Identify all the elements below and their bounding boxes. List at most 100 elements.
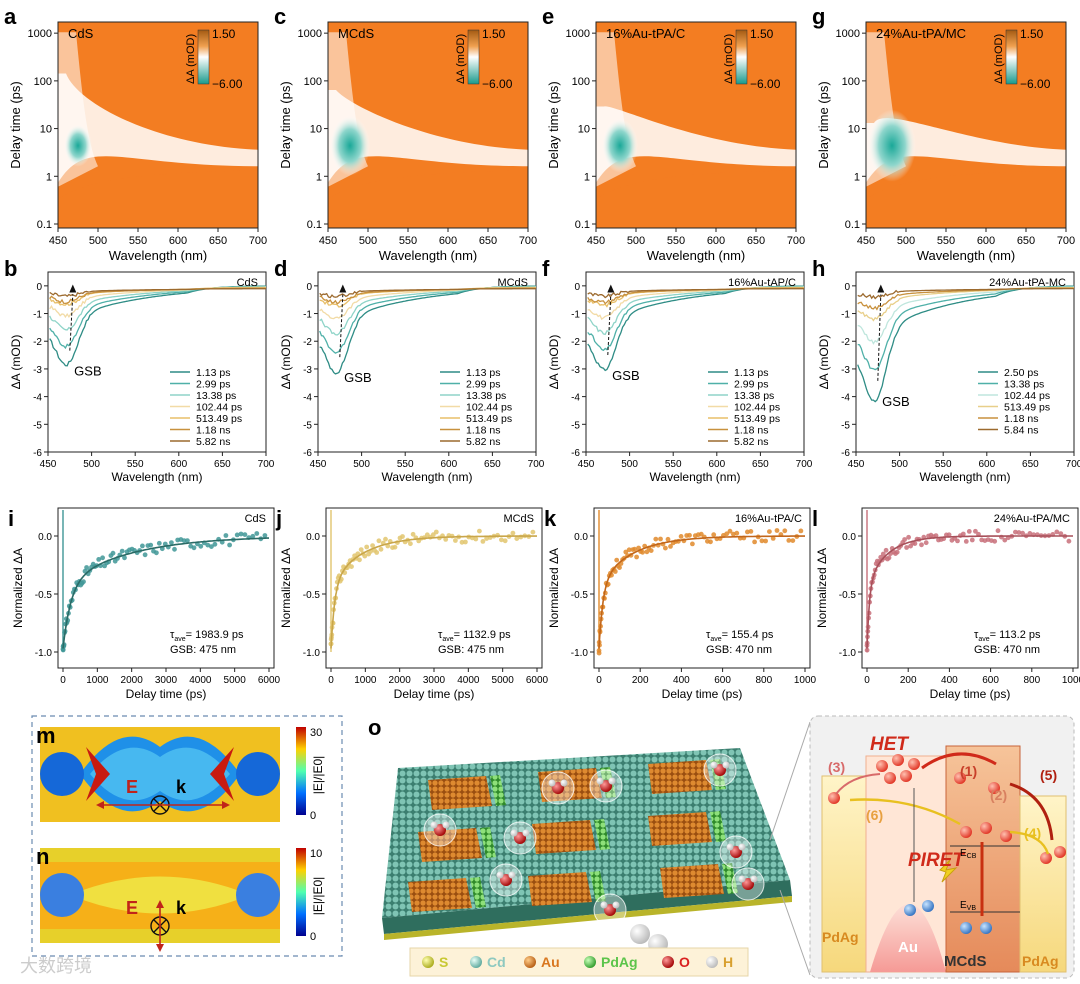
y-axis-label: ΔA (mOD) <box>817 335 831 390</box>
colorbar-max: 1.50 <box>212 27 236 41</box>
x-tick-label: 500 <box>621 459 638 470</box>
kinetics-point <box>198 543 204 549</box>
nanoparticle-left <box>40 752 84 796</box>
kinetics-point <box>110 550 116 556</box>
legend-label: 102.44 ps <box>466 402 512 414</box>
kinetics-point <box>463 539 468 545</box>
oxygen-atom <box>600 780 612 792</box>
lightning-icon <box>939 859 958 883</box>
decay-arrow <box>877 294 882 381</box>
x-tick-label: 4000 <box>189 675 212 686</box>
kinetics-point <box>946 532 952 538</box>
kinetics-point <box>499 537 504 543</box>
legend-atom-label: PdAg <box>601 954 638 970</box>
kinetics-point <box>1013 529 1018 535</box>
x-tick-label: 600 <box>439 235 457 247</box>
kinetics-point <box>919 542 924 548</box>
x-tick-label: 4000 <box>457 675 480 686</box>
x-tick-label: 550 <box>399 235 417 247</box>
y-axis-label: Delay time (ps) <box>8 81 23 168</box>
hydrogen-atom <box>510 829 518 837</box>
kinetics-point <box>902 537 907 542</box>
x-axis-label: Delay time (ps) <box>662 687 743 701</box>
y-axis-label: Delay time (ps) <box>816 81 831 168</box>
legend-label: 513.49 ps <box>734 413 780 425</box>
y-tick-label: 10 <box>310 124 322 136</box>
panel-letter: e <box>542 4 554 29</box>
x-tick-label: 500 <box>359 235 377 247</box>
x-tick-label: 500 <box>891 459 908 470</box>
y-tick-label: 1000 <box>28 28 52 40</box>
kinetics-point <box>636 545 641 551</box>
colorbar-label: ΔA (mOD) <box>993 34 1005 84</box>
pdag-strip <box>594 819 610 850</box>
transfer-arrow-4 <box>1009 830 1050 855</box>
kinetics-point <box>262 533 268 538</box>
legend-label: 1.18 ns <box>466 425 500 437</box>
y-tick-label: 10 <box>40 124 52 136</box>
x-tick-label: 600 <box>169 235 187 247</box>
nanoparticle-right <box>236 752 280 796</box>
x-tick-label: 200 <box>900 675 917 686</box>
heatmap-panel-g: g 24%Au-tPA/MC 1.50 −6.00 ΔA (mOD) 0.1 1 10 100 1… <box>812 4 1075 263</box>
kinetics-point <box>234 532 240 538</box>
x-tick-label: 600 <box>714 675 731 686</box>
x-tick-label: 650 <box>484 459 501 470</box>
gsb-wavelength: GSB: 475 nm <box>438 644 504 656</box>
decay-arrowhead <box>339 284 347 293</box>
hydrogen-atom <box>600 901 608 909</box>
y-tick-label: -1.0 <box>571 648 589 659</box>
x-axis-label: Wavelength (nm) <box>917 248 1016 263</box>
legend-atom-label: Cd <box>487 954 506 970</box>
x-tick-label: 1000 <box>86 675 109 686</box>
kinetics-point <box>349 564 354 569</box>
x-axis-label: Wavelength (nm) <box>379 248 478 263</box>
mcds-label: MCdS <box>944 953 987 970</box>
legend-label: 13.38 ps <box>734 390 774 402</box>
transfer-arrow-6 <box>849 798 961 826</box>
kinetics-point <box>790 538 796 543</box>
legend-label: 5.82 ns <box>196 436 230 448</box>
kinetics-point <box>1020 530 1025 536</box>
panel-letter: m <box>36 723 56 748</box>
kinetics-point <box>400 534 405 539</box>
heatmap-colorbar <box>197 29 210 85</box>
kinetics-point <box>364 544 370 550</box>
field-inner-region <box>90 747 230 801</box>
kinetics-point <box>433 529 439 535</box>
x-tick-label: 400 <box>941 675 958 686</box>
y-tick-label: -1.0 <box>303 648 321 659</box>
decay-arrowhead <box>877 284 885 293</box>
y-tick-label: -2 <box>303 337 312 348</box>
heatmap-bleach-region <box>596 106 796 183</box>
hydrogen-atom <box>726 843 734 851</box>
y-tick-label: -1 <box>33 310 42 321</box>
au-nanoplate <box>418 828 482 862</box>
colorbar-label: |E|/|E0| <box>311 877 325 915</box>
colorbar-label: |E|/|E0| <box>311 756 325 794</box>
au-nanoplate <box>528 872 592 906</box>
pdag-band-left <box>821 775 867 973</box>
electron-icon <box>828 792 840 804</box>
colorbar-min: 0 <box>310 931 316 943</box>
k-label: k <box>176 898 187 918</box>
spectrum-line <box>587 288 804 299</box>
y-tick-label: -0.5 <box>303 590 321 601</box>
x-tick-label: 5000 <box>492 675 515 686</box>
kinetics-point <box>973 528 978 534</box>
field-gap-region <box>70 876 250 914</box>
heatmap-colorbar <box>1005 29 1018 85</box>
x-tick-label: 1000 <box>354 675 377 686</box>
colorbar-max: 10 <box>310 848 322 860</box>
hydrogen-atom <box>710 761 718 769</box>
legend-label: 13.38 ps <box>466 390 506 402</box>
y-axis-label: Normalized ΔA <box>11 548 25 628</box>
x-tick-label: 650 <box>1017 235 1035 247</box>
heatmap-gsb-blob <box>602 118 638 173</box>
pdag-right-label: PdAg <box>1022 953 1059 969</box>
transfer-arrow-5 <box>1009 782 1054 841</box>
x-axis-label: Wavelength (nm) <box>109 248 208 263</box>
hydrogen-atom <box>442 821 450 829</box>
kinetics-fit-line <box>62 537 269 649</box>
